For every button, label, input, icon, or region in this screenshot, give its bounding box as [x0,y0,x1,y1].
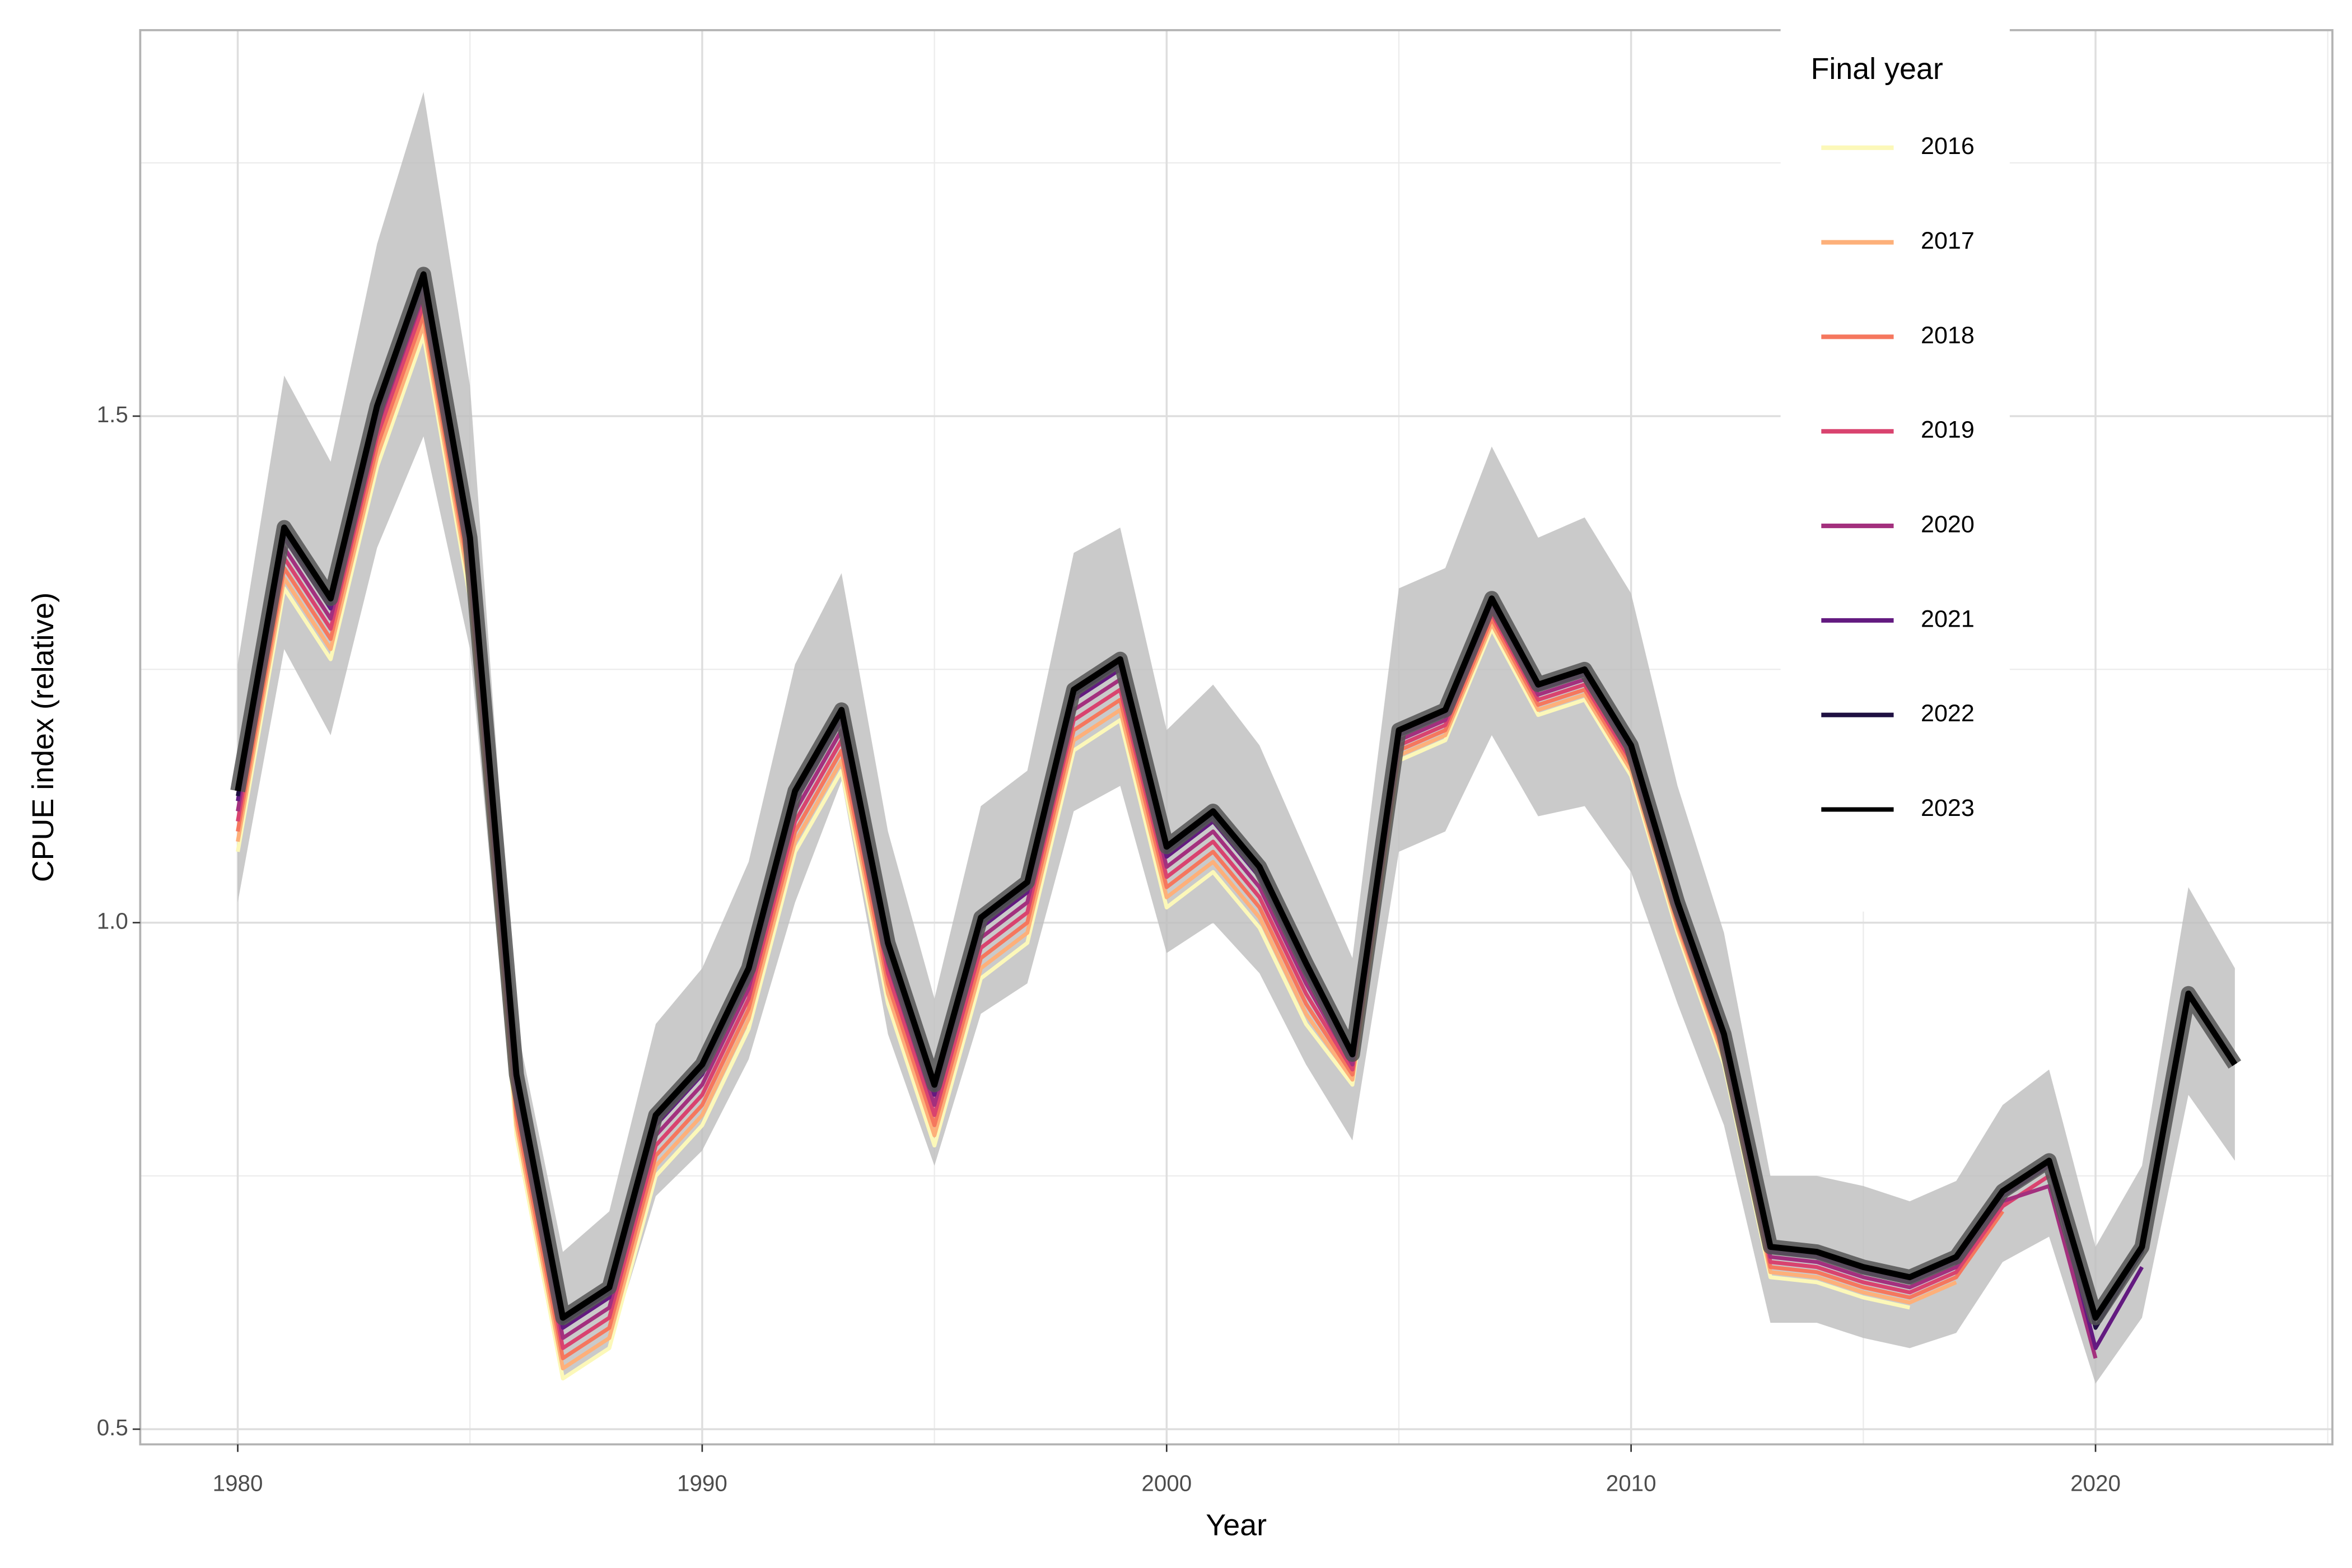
x-tick-label: 2000 [1141,1471,1192,1496]
y-axis-title: CPUE index (relative) [26,592,60,883]
x-tick-label: 2020 [2070,1471,2121,1496]
legend-title: Final year [1810,52,1943,86]
series-line [235,271,2238,1321]
y-tick-label: 1.5 [97,402,128,427]
x-tick-label: 2010 [1606,1471,1656,1496]
legend-label: 2020 [1921,511,1975,538]
lines-layer [230,267,2242,1381]
legend-background [1780,27,2010,912]
legend-label: 2017 [1921,227,1975,254]
y-tick-label: 1.0 [97,908,128,934]
legend-label: 2021 [1921,605,1975,632]
legend: Final year 2016 2017 2018 2019 2020 2021 2022 20… [1780,27,2010,912]
panel-border [139,29,2334,1446]
legend-label: 2019 [1921,417,1975,444]
y-tick-label: 0.5 [97,1415,128,1440]
x-axis-title: Year [1206,1509,1267,1542]
axes: 0.5 1.0 1.5 1980 1990 2000 2010 2020 [97,402,2121,1496]
legend-label: 2016 [1921,133,1975,160]
legend-label: 2018 [1921,322,1975,349]
legend-label: 2022 [1921,700,1975,727]
x-tick-label: 1980 [213,1471,263,1496]
legend-label: 2023 [1921,795,1975,822]
x-tick-label: 1990 [677,1471,727,1496]
